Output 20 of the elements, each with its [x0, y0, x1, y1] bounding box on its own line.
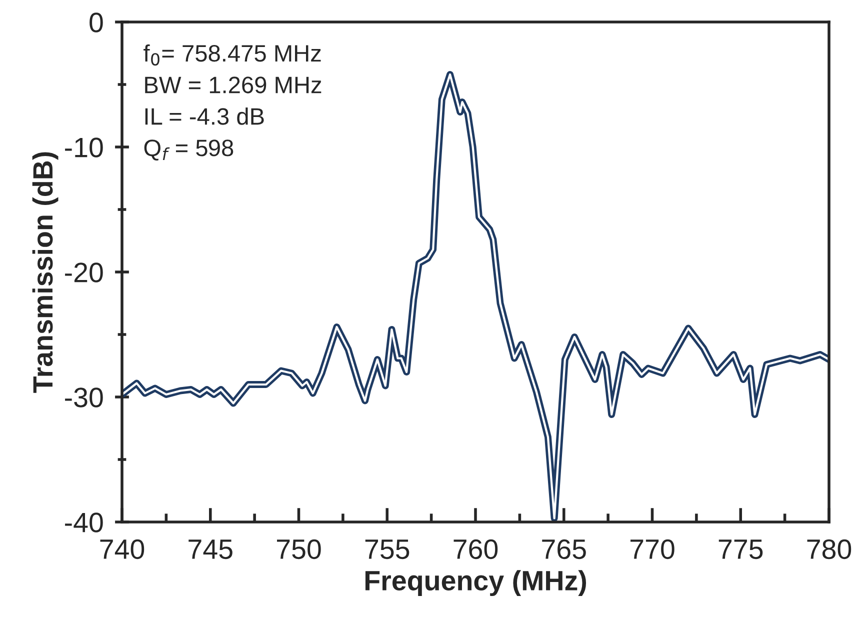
- y-tick-label: 0: [90, 12, 103, 32]
- y-tick-label: -30: [65, 388, 103, 408]
- x-tick-label: 740: [100, 539, 144, 560]
- x-tick-label: 770: [630, 539, 674, 560]
- x-axis-title: Frequency (MHz): [365, 570, 586, 596]
- annotation: BW = 1.269 MHz: [145, 76, 322, 94]
- x-tick-label: 755: [365, 540, 410, 560]
- annotation: Q$_{f}$ = 598: [144, 140, 234, 161]
- x-tick-label: 745: [188, 540, 232, 560]
- x-tick-label: 750: [277, 539, 321, 560]
- y-tick-label: -20: [65, 262, 103, 282]
- annotation: IL = -4.3 dB: [145, 108, 264, 125]
- y-axis-title: Transmission (dB): [32, 152, 58, 393]
- x-tick-label: 760: [454, 539, 498, 560]
- x-tick-label: 780: [807, 539, 852, 560]
- x-tick-label: 775: [718, 540, 763, 560]
- annotation: f$_{0}$= 758.475 MHz: [144, 44, 321, 66]
- y-tick-label: -10: [65, 138, 103, 158]
- y-tick-label: -40: [65, 512, 103, 532]
- x-tick-label: 765: [542, 539, 586, 560]
